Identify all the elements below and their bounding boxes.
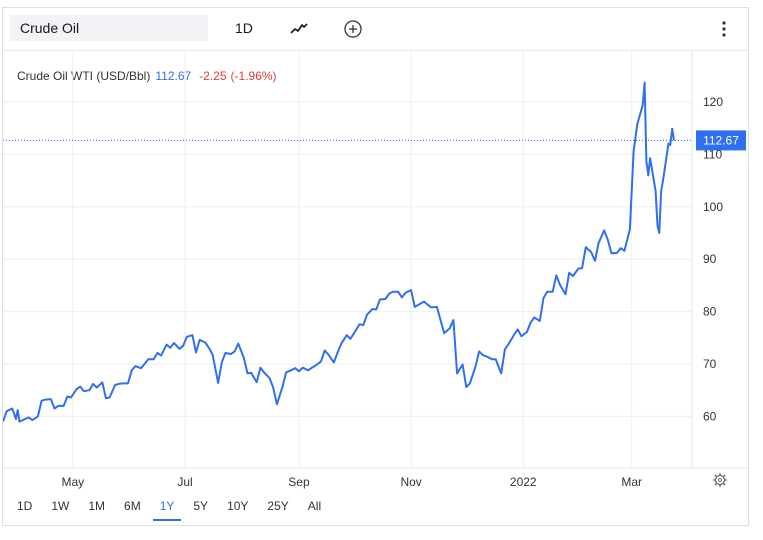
series [3,81,675,423]
add-circle-icon[interactable] [343,19,363,39]
grid [3,50,748,469]
y-tick-label: 60 [703,409,717,423]
price-tag: 112.67 [3,130,746,151]
range-selector: 1D 1W 1M 6M 1Y 5Y 10Y 25Y All [15,499,338,521]
chart-widget: Crude Oil 1D Crude Oil WTI (USD/Bbl) 112… [2,7,749,526]
y-tick-label: 80 [703,305,717,319]
y-tick-label: 100 [703,200,723,214]
range-all[interactable]: All [307,499,322,513]
interval-button[interactable]: 1D [235,20,253,36]
range-10y[interactable]: 10Y [227,499,249,513]
symbol-search-input[interactable]: Crude Oil [10,15,208,41]
y-tick-label: 120 [703,95,723,109]
legend-price: 112.67 [155,69,191,83]
price-tag-label: 112.67 [703,133,739,147]
x-tick-label: Nov [400,475,421,489]
x-tick-label: Jul [177,475,192,489]
legend-name: Crude Oil WTI (USD/Bbl) [17,69,150,83]
range-5y[interactable]: 5Y [193,499,209,513]
range-1d[interactable]: 1D [17,499,33,513]
legend-change-percent: (-1.96%) [231,69,277,83]
line-chart-icon[interactable] [289,19,309,39]
y-axis: 60 70 80 90 100 110 120 [703,95,723,423]
x-tick-label: May [62,475,85,489]
x-tick-label: 2022 [510,475,537,489]
price-line [3,81,675,423]
range-25y[interactable]: 25Y [267,499,289,513]
range-1w[interactable]: 1W [51,499,70,513]
y-tick-label: 90 [703,252,717,266]
chart-toolbar: Crude Oil 1D [3,8,748,51]
range-1m[interactable]: 1M [88,499,106,513]
range-6m[interactable]: 6M [124,499,141,513]
x-tick-label: Mar [621,475,642,489]
y-tick-label: 110 [703,147,722,161]
price-tag-box [696,130,746,151]
kebab-menu-icon[interactable] [716,19,732,39]
range-1y[interactable]: 1Y [152,499,181,521]
legend-change: -2.25 [199,69,227,83]
gear-icon[interactable] [713,473,727,487]
x-axis: May Jul Sep Nov 2022 Mar [62,475,643,489]
price-chart[interactable]: Crude Oil WTI (USD/Bbl) 112.67 -2.25 (-1… [3,8,748,525]
x-tick-label: Sep [288,475,310,489]
y-tick-label: 70 [703,357,717,371]
